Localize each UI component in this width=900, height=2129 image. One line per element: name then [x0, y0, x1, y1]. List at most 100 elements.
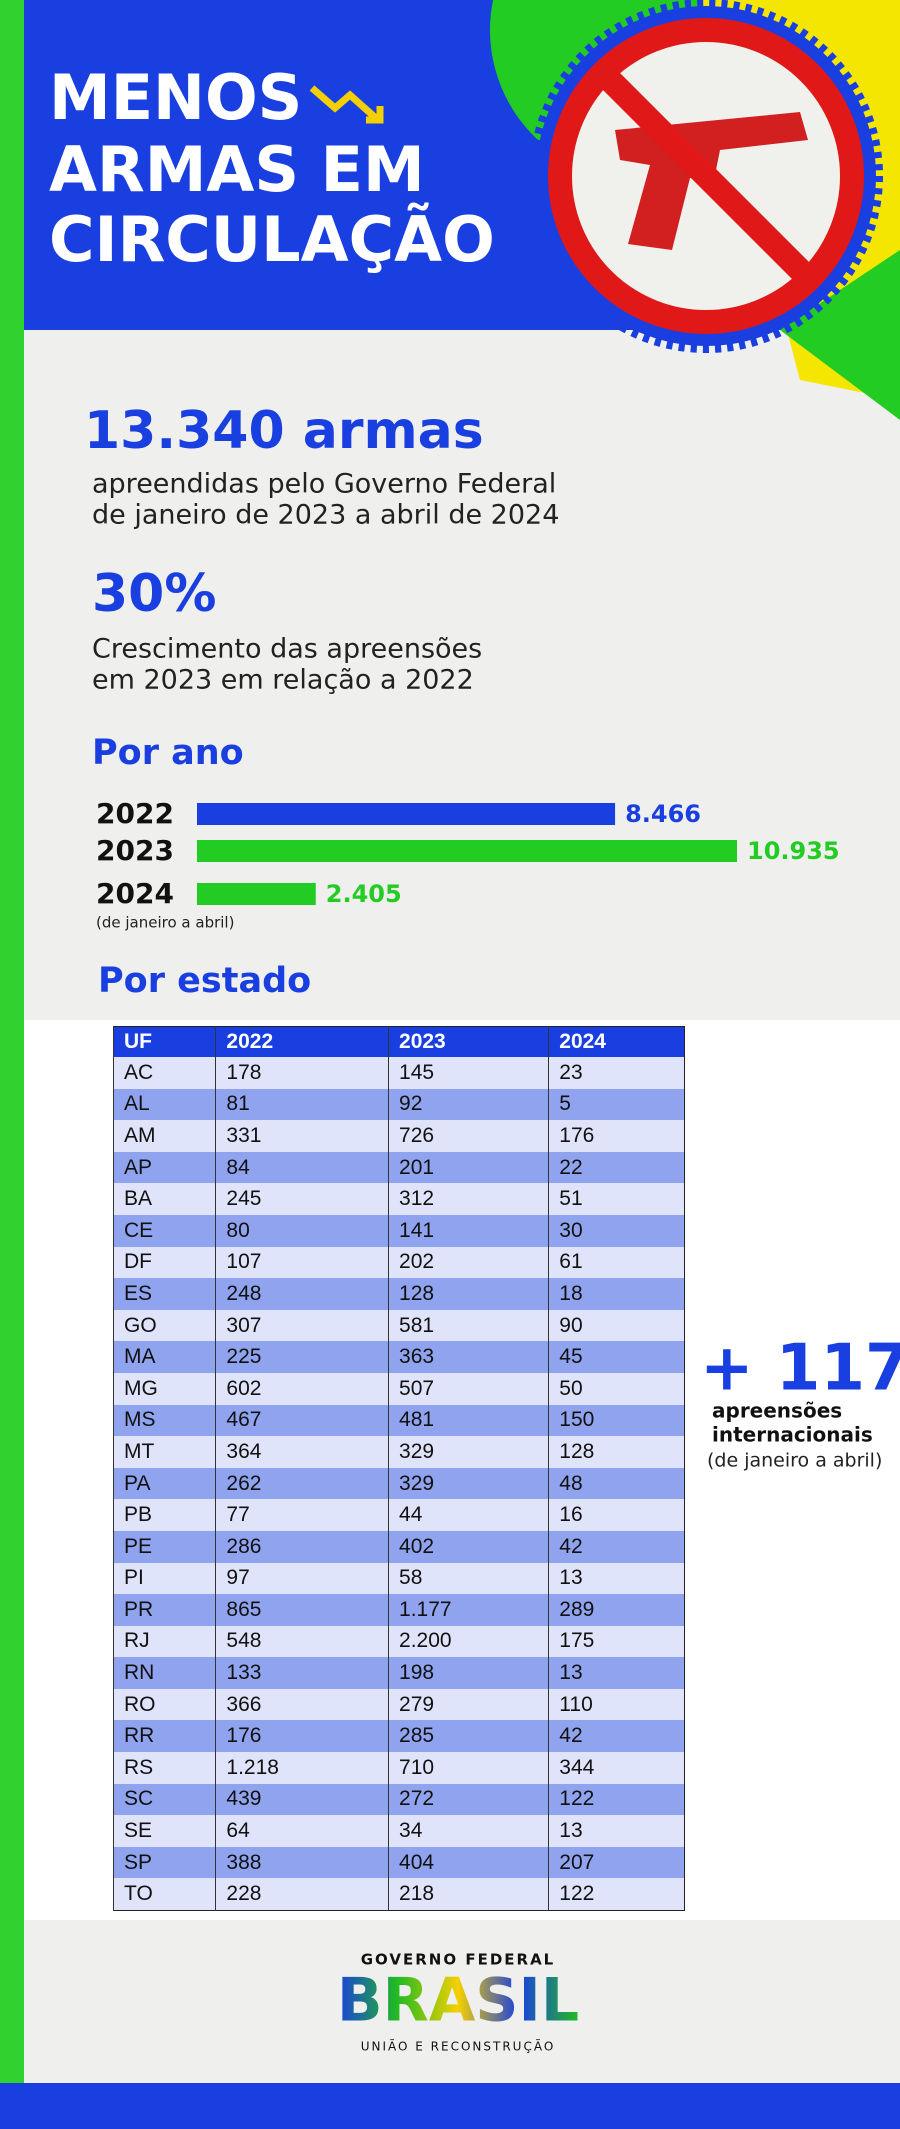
table-cell: ES — [112, 1278, 216, 1310]
table-cell: 64 — [215, 1815, 389, 1847]
table-cell: 175 — [548, 1625, 685, 1658]
table-cell: GO — [112, 1309, 216, 1342]
table-cell: 312 — [388, 1183, 549, 1215]
table-cell: SE — [112, 1815, 216, 1847]
table-row: MS 467 481 150 — [112, 1404, 685, 1437]
table-row: PR 865 1.177 289 — [112, 1594, 685, 1626]
table-row: PA 262 329 48 — [112, 1467, 685, 1500]
table-cell: 61 — [548, 1246, 685, 1279]
table-cell: 467 — [215, 1404, 389, 1437]
table-cell: RR — [112, 1720, 216, 1753]
category-label: 2022 — [96, 797, 174, 830]
value-label: 2.405 — [326, 880, 402, 908]
table-cell: 50 — [548, 1372, 685, 1405]
table-cell: RN — [112, 1657, 216, 1689]
table-cell: 388 — [215, 1846, 389, 1879]
table-cell: 44 — [388, 1499, 549, 1531]
table-cell: 178 — [215, 1057, 389, 1089]
highlight-value: 30% — [92, 564, 216, 624]
table-cell: 97 — [215, 1562, 389, 1595]
down-arrow — [309, 85, 384, 124]
table-cell: 581 — [388, 1309, 549, 1342]
table-cell: MT — [112, 1436, 216, 1468]
table-row: PB 77 44 16 — [112, 1499, 685, 1531]
table-cell: 107 — [215, 1246, 389, 1279]
table-row: AL 81 92 5 — [112, 1088, 685, 1121]
side-text: apreensões — [712, 1399, 842, 1423]
table-cell: 1.218 — [215, 1752, 389, 1784]
table-cell: 81 — [215, 1088, 389, 1121]
table-cell: 202 — [388, 1246, 549, 1279]
table-cell: 364 — [215, 1436, 389, 1468]
table-cell: 726 — [388, 1120, 549, 1152]
table-cell: 122 — [548, 1878, 685, 1911]
table-cell: 262 — [215, 1467, 389, 1500]
value-label: 10.935 — [747, 837, 840, 865]
table-cell: 329 — [388, 1436, 549, 1468]
table-row: RN 133 198 13 — [112, 1657, 685, 1689]
table-cell: 133 — [215, 1657, 389, 1689]
table-row: GO 307 581 90 — [112, 1309, 685, 1342]
table-row: MG 602 507 50 — [112, 1372, 685, 1405]
side-text: internacionais — [712, 1423, 873, 1447]
table-cell: 245 — [215, 1183, 389, 1215]
category-label: 2023 — [96, 834, 174, 867]
table-cell: 42 — [548, 1720, 685, 1753]
table-row: PI 97 58 13 — [112, 1562, 685, 1595]
decor-green — [780, 250, 900, 420]
table-cell: 363 — [388, 1341, 549, 1373]
highlight-value: 13.340 armas — [84, 401, 484, 461]
highlight-text: de janeiro de 2023 a abril de 2024 — [92, 500, 559, 531]
table-cell: 548 — [215, 1625, 389, 1658]
table-row: RJ 548 2.200 175 — [112, 1625, 685, 1658]
table-cell: CE — [112, 1214, 216, 1247]
table-cell: 404 — [388, 1846, 549, 1879]
table-cell: 201 — [388, 1151, 549, 1184]
side-value: + 117 — [700, 1332, 900, 1406]
table-cell: PR — [112, 1594, 216, 1626]
state-table: UF 2022 2023 2024 AC 178 145 23 AL 81 92 5 AM 331 726 1… — [112, 1026, 685, 1912]
table-cell: AC — [112, 1057, 216, 1089]
category-label: 2024 — [96, 877, 174, 910]
table-row: SC 439 272 122 — [112, 1783, 685, 1816]
table-cell: 285 — [388, 1720, 549, 1753]
table-cell: DF — [112, 1246, 216, 1279]
table-row: RS 1.218 710 344 — [112, 1752, 685, 1784]
table-cell: 122 — [548, 1783, 685, 1816]
table-row: BA 245 312 51 — [112, 1183, 685, 1215]
table-row: SE 64 34 13 — [112, 1815, 685, 1847]
table-cell: 439 — [215, 1783, 389, 1816]
table-cell: 150 — [548, 1404, 685, 1437]
footer-bottom: UNIÃO E RECONSTRUÇÃO — [361, 2039, 556, 2054]
table-row: DF 107 202 61 — [112, 1246, 685, 1279]
table-cell: 176 — [215, 1720, 389, 1753]
chart-annotation: (de janeiro a abril) — [96, 914, 234, 932]
table-cell: 5 — [548, 1088, 685, 1121]
value-label: 8.466 — [625, 800, 701, 828]
table-cell: 58 — [388, 1562, 549, 1595]
table-cell: 225 — [215, 1341, 389, 1373]
table-cell: 128 — [548, 1436, 685, 1468]
bar — [197, 883, 316, 905]
highlight-text: apreendidas pelo Governo Federal — [92, 469, 556, 500]
table-cell: 329 — [388, 1467, 549, 1500]
table-row: SP 388 404 207 — [112, 1846, 685, 1879]
table-row: TO 228 218 122 — [112, 1878, 685, 1911]
table-cell: 34 — [388, 1815, 549, 1847]
table-row: PE 286 402 42 — [112, 1530, 685, 1563]
table-cell: 145 — [388, 1057, 549, 1089]
table-title: Por estado — [98, 961, 311, 1001]
table-cell: PB — [112, 1499, 216, 1531]
table-cell: 18 — [548, 1278, 685, 1310]
table-cell: 45 — [548, 1341, 685, 1373]
table-cell: 507 — [388, 1372, 549, 1405]
table-cell: 286 — [215, 1530, 389, 1563]
title-line: CIRCULAÇÃO — [49, 203, 495, 276]
table-row: MA 225 363 45 — [112, 1341, 685, 1373]
table-row: RO 366 279 110 — [112, 1688, 685, 1721]
left-strip — [0, 0, 24, 2129]
table-cell: 51 — [548, 1183, 685, 1215]
table-cell: 13 — [548, 1657, 685, 1689]
header-cell: UF — [112, 1026, 216, 1057]
highlight-text: Crescimento das apreensões — [92, 634, 482, 665]
